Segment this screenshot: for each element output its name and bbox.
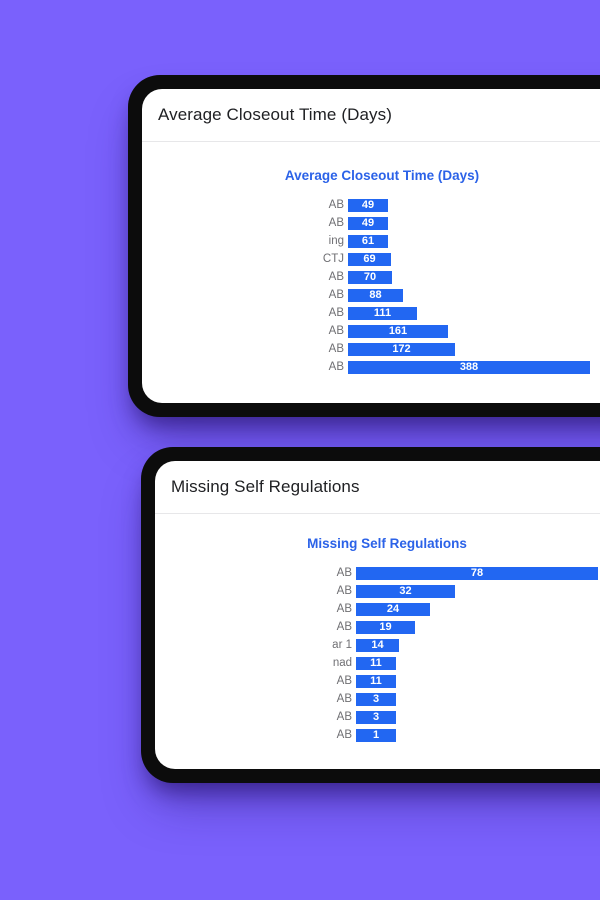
category-label: ar 1 (332, 639, 352, 651)
category-label: AB (336, 567, 352, 579)
chart-row: ar 1 14 (322, 636, 600, 654)
chart-rows: AB 78 AB 32 AB 24 AB 19 ar 1 14 nad 11 AB 11 AB 3 AB 3 AB 1 (155, 564, 600, 744)
category-label: AB (336, 675, 352, 687)
bar-chart-missing-self-regulations: Missing Self Regulations AB 78 AB 32 AB 24 AB 1… (155, 514, 600, 744)
bar-segment[interactable]: 24 (356, 602, 430, 616)
bar-segment[interactable]: 11 (356, 656, 396, 670)
bar-segment[interactable]: 161 (348, 324, 448, 338)
category-label: AB (336, 621, 352, 633)
bar-segment[interactable]: 88 (348, 288, 403, 302)
chart-title: Missing Self Regulations (307, 536, 467, 551)
bar-segment[interactable]: 11 (356, 674, 396, 688)
category-label: nad (332, 657, 352, 669)
chart-row: AB 70 (314, 268, 600, 286)
chart-row: AB 172 (314, 340, 600, 358)
category-label: CTJ (322, 253, 344, 265)
bar-segment[interactable]: 388 (348, 360, 590, 374)
chart-row: AB 49 (314, 214, 600, 232)
chart-row: nad 11 (322, 654, 600, 672)
bar-segment[interactable]: 111 (348, 306, 417, 320)
category-label: AB (328, 289, 344, 301)
chart-row: AB 1 (322, 726, 600, 744)
chart-rows: AB 49 AB 49 ing 61 CTJ 69 AB 70 AB 88 AB 111 AB 161 AB 17… (142, 196, 600, 376)
chart-row: ing 61 (314, 232, 600, 250)
bar-segment[interactable]: 49 (348, 216, 388, 230)
bar-segment[interactable]: 1 (356, 728, 396, 742)
bar-segment[interactable]: 14 (356, 638, 399, 652)
bar-segment[interactable]: 32 (356, 584, 455, 598)
chart-row: AB 111 (314, 304, 600, 322)
chart-row: AB 24 (322, 600, 600, 618)
panel: Average Closeout Time (Days) Average Clo… (142, 89, 600, 403)
card-missing-self-regulations: Missing Self Regulations Missing Self Re… (141, 447, 600, 783)
category-label: AB (336, 711, 352, 723)
bar-segment[interactable]: 3 (356, 692, 396, 706)
bar-segment[interactable]: 172 (348, 342, 455, 356)
chart-row: AB 32 (322, 582, 600, 600)
chart-row: AB 3 (322, 708, 600, 726)
chart-row: CTJ 69 (314, 250, 600, 268)
card-header-title: Missing Self Regulations (155, 461, 600, 514)
card-average-closeout-time: Average Closeout Time (Days) Average Clo… (128, 75, 600, 417)
chart-row: AB 78 (322, 564, 600, 582)
category-label: AB (328, 325, 344, 337)
category-label: AB (336, 603, 352, 615)
category-label: AB (328, 217, 344, 229)
category-label: AB (328, 343, 344, 355)
chart-row: AB 19 (322, 618, 600, 636)
category-label: ing (328, 235, 344, 247)
chart-row: AB 3 (322, 690, 600, 708)
category-label: AB (328, 271, 344, 283)
bar-segment[interactable]: 3 (356, 710, 396, 724)
bar-segment[interactable]: 61 (348, 234, 388, 248)
chart-title: Average Closeout Time (Days) (284, 168, 480, 183)
bar-segment[interactable]: 49 (348, 198, 388, 212)
category-label: AB (328, 199, 344, 211)
category-label: AB (336, 585, 352, 597)
card-header-title: Average Closeout Time (Days) (142, 89, 600, 142)
panel: Missing Self Regulations Missing Self Re… (155, 461, 600, 769)
bar-segment[interactable]: 69 (348, 252, 391, 266)
category-label: AB (336, 693, 352, 705)
chart-row: AB 388 (314, 358, 600, 376)
chart-row: AB 88 (314, 286, 600, 304)
chart-row: AB 11 (322, 672, 600, 690)
category-label: AB (328, 361, 344, 373)
bar-segment[interactable]: 70 (348, 270, 392, 284)
category-label: AB (336, 729, 352, 741)
bar-segment[interactable]: 78 (356, 566, 598, 580)
chart-row: AB 49 (314, 196, 600, 214)
bar-segment[interactable]: 19 (356, 620, 415, 634)
chart-row: AB 161 (314, 322, 600, 340)
category-label: AB (328, 307, 344, 319)
bar-chart-average-closeout-time: Average Closeout Time (Days) AB 49 AB 49 ing… (142, 142, 600, 376)
